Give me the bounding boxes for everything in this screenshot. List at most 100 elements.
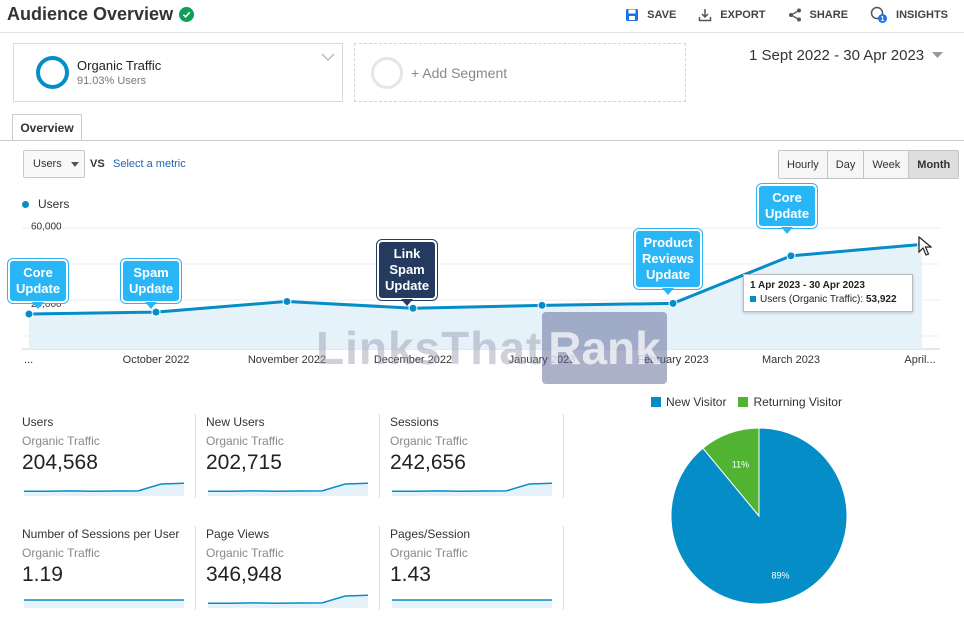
metric-divider [379,414,380,498]
watermark-logo: LinksThat Rank [316,312,667,384]
sparkline-area [208,595,368,608]
date-range-label: 1 Sept 2022 - 30 Apr 2023 [749,47,925,64]
x-tick-label: March 2023 [762,354,820,366]
sparkline-line [392,482,553,492]
sparkline [24,482,185,496]
pie-slice [702,427,760,518]
sparkline [392,482,553,496]
segment-name: Organic Traffic [77,58,162,73]
metric-select[interactable]: Users [23,150,85,178]
metric-divider [195,526,196,610]
segment-subtitle: 91.03% Users [77,75,147,87]
granularity-day[interactable]: Day [827,151,865,178]
export-button[interactable]: EXPORT [698,6,766,24]
metric-card[interactable]: New Users Organic Traffic 202,715 [206,415,386,497]
series-area [29,244,922,349]
metric-segment: Organic Traffic [390,546,468,560]
annotation-callout: Link Spam Update [377,240,438,306]
granularity-week[interactable]: Week [864,151,910,178]
series-line-users [28,242,923,316]
metric-name: Page Views [206,527,270,541]
pie-legend-returning-visitor: Returning Visitor [738,395,842,409]
metric-value: 242,656 [390,451,466,474]
annotation-callout: Core Update [757,184,818,234]
segment-card[interactable]: Organic Traffic 91.03% Users [13,43,343,102]
granularity-hourly[interactable]: Hourly [779,151,828,178]
annotation-callout: Product Reviews Update [634,229,703,295]
sparkline-line [208,594,369,604]
sparkline-line [24,482,185,492]
page-title-text: Audience Overview [7,4,174,24]
chart-legend: Users [22,197,69,211]
metric-segment: Organic Traffic [22,546,100,560]
save-button[interactable]: SAVE [625,6,676,24]
data-point [786,251,796,261]
metric-value: 1.43 [390,563,431,586]
insights-button[interactable]: 1 INSIGHTS [870,6,948,24]
metric-card[interactable]: Users Organic Traffic 204,568 [22,415,202,497]
header-actions: SAVE EXPORT SHARE 1 INSIGHTS [625,6,948,24]
metric-name: Users [22,415,54,429]
insights-icon: 1 [870,6,888,23]
save-icon [626,9,639,21]
sparkline-area [392,483,552,496]
header-divider [0,32,964,33]
metric-segment: Organic Traffic [206,434,284,448]
pie-legend: New Visitor Returning Visitor [651,395,842,409]
sparkline-line [208,482,369,492]
legend-swatch-new [651,397,661,407]
sparkline-area [208,483,368,496]
x-tick-label: ... [24,354,33,366]
caret-down-icon [932,52,944,58]
granularity-month[interactable]: Month [909,151,959,178]
annotation-callout: Spam Update [121,259,182,309]
sparkline-area [24,483,184,496]
save-label: SAVE [647,9,677,21]
tooltip-date: 1 Apr 2023 - 30 Apr 2023 [750,280,865,291]
page-title: Audience Overview [7,4,195,25]
tooltip-row: Users (Organic Traffic): 53,922 [750,294,906,305]
sparkline [208,594,369,608]
data-point [24,309,34,319]
add-segment-button[interactable]: + Add Segment [354,43,686,102]
granularity-toggle: Hourly Day Week Month [778,150,960,179]
x-tick-label: October 2022 [123,354,190,366]
chevron-down-icon[interactable] [321,52,335,62]
sparkline-area [24,600,184,608]
metric-divider [563,414,564,498]
tab-overview[interactable]: Overview [12,114,82,141]
share-button[interactable]: SHARE [788,6,848,24]
legend-swatch-returning [738,397,749,407]
x-tick-label: April... [904,354,935,366]
metric-divider [563,526,564,610]
data-point [151,307,161,317]
vs-label: VS [90,158,105,170]
metric-card[interactable]: Number of Sessions per User Organic Traff… [22,527,202,609]
data-point [537,300,547,310]
select-metric-link[interactable]: Select a metric [113,158,186,170]
y-tick-label: 60,000 [31,222,62,233]
tab-divider [0,140,964,141]
metric-name: Pages/Session [390,527,471,541]
metric-segment: Organic Traffic [22,434,100,448]
mouse-cursor-icon [918,236,932,256]
sparkline-area [392,600,552,608]
metric-card[interactable]: Page Views Organic Traffic 346,948 [206,527,386,609]
chart-tooltip: 1 Apr 2023 - 30 Apr 2023 Users (Organic … [743,274,913,312]
metric-card[interactable]: Pages/Session Organic Traffic 1.43 [390,527,570,609]
data-point [668,298,678,308]
pie-slice [670,427,848,605]
add-segment-ring-icon [371,56,403,89]
date-range-picker[interactable]: 1 Sept 2022 - 30 Apr 2023 [749,47,944,64]
legend-dot [22,200,29,208]
watermark-right: Rank [542,312,667,384]
tooltip-value: 53,922 [865,294,897,305]
metric-value: 346,948 [206,563,282,586]
annotation-callout: Core Update [8,259,69,309]
metric-card[interactable]: Sessions Organic Traffic 242,656 [390,415,570,497]
sparkline [24,599,184,608]
y-tick-label: 20,000 [31,299,62,310]
metric-name: Sessions [390,415,439,429]
sparkline [208,482,369,496]
